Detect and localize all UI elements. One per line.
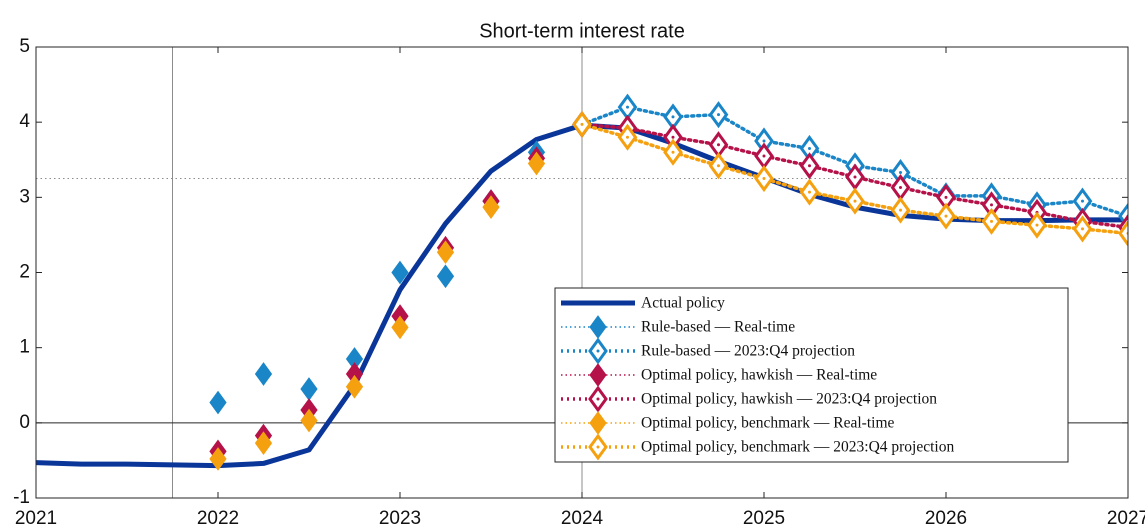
diamond-shape	[209, 390, 227, 415]
legend-label: Rule-based — Real-time	[641, 319, 795, 336]
diamond-center	[1081, 199, 1084, 203]
legend: Actual policy Rule-based — Real-time Rule-…	[554, 287, 1069, 463]
y-tick-label: 2	[19, 262, 30, 283]
diamond-center	[762, 154, 766, 158]
data-point	[254, 431, 273, 455]
diamond-center	[808, 190, 811, 194]
data-point	[345, 374, 364, 399]
data-point	[799, 178, 820, 206]
data-point	[799, 152, 820, 180]
y-tick-label: 0	[19, 412, 30, 433]
y-tick-label: 5	[19, 36, 30, 57]
diamond-center	[626, 105, 629, 109]
x-tick-label: 2023	[379, 508, 421, 529]
diamond-shape	[436, 264, 455, 289]
diamond-center	[671, 150, 675, 154]
diamond-center	[626, 135, 629, 139]
y-tick-label: 4	[19, 111, 30, 132]
diamond-shape	[436, 240, 455, 265]
diamond-shape	[1118, 219, 1128, 247]
data-point	[890, 196, 911, 224]
data-point	[391, 315, 409, 340]
diamond-center	[990, 203, 993, 207]
legend-marker	[588, 433, 608, 461]
diamond-center	[944, 195, 948, 199]
legend-marker	[588, 337, 608, 365]
x-tick-label: 2025	[743, 508, 785, 529]
diamond-center	[853, 199, 857, 203]
x-tick-label: 2021	[15, 508, 57, 529]
data-point	[254, 362, 273, 386]
diamond-center	[671, 135, 675, 139]
diamond-shape	[254, 431, 273, 455]
diamond-shape	[254, 362, 273, 386]
diamond-center	[596, 397, 600, 401]
data-point	[754, 164, 774, 193]
diamond-center	[808, 164, 811, 168]
data-point	[391, 260, 409, 285]
diamond-center	[717, 164, 720, 168]
y-tick-label: -1	[13, 487, 30, 508]
legend-label: Rule-based — 2023:Q4 projection	[641, 343, 855, 360]
diamond-center	[717, 143, 720, 147]
data-point	[527, 151, 546, 176]
data-point	[209, 447, 227, 471]
diamond-shape	[300, 408, 318, 433]
diamond-center	[762, 139, 766, 143]
data-point	[663, 138, 683, 166]
diamond-shape	[345, 374, 364, 399]
data-point	[617, 123, 638, 151]
data-point	[482, 195, 500, 219]
data-point	[572, 110, 592, 138]
y-tick-label: 1	[19, 337, 30, 358]
diamond-center	[899, 208, 902, 212]
data-point	[436, 264, 455, 289]
diamond-center	[853, 175, 857, 179]
diamond-center	[808, 146, 811, 150]
data-point	[436, 240, 455, 265]
diamond-center	[596, 445, 600, 449]
data-point	[1027, 211, 1047, 239]
y-tick-label: 3	[19, 186, 30, 207]
chart-title: Short-term interest rate	[479, 20, 685, 42]
diamond-center	[1035, 223, 1039, 227]
data-point	[936, 202, 956, 230]
x-tick-label: 2024	[561, 508, 604, 529]
legend-marker	[588, 385, 608, 413]
data-point	[708, 152, 729, 180]
plot-area	[36, 47, 1128, 498]
legend-label: Actual policy	[641, 295, 725, 312]
legend-label: Optimal policy, benchmark — Real-time	[641, 415, 895, 432]
data-point	[845, 187, 865, 215]
diamond-shape	[209, 447, 227, 471]
diamond-center	[990, 219, 993, 223]
legend-label: Optimal policy, hawkish — Real-time	[641, 367, 877, 384]
diamond-shape	[391, 260, 409, 285]
x-tick-label: 2027	[1107, 508, 1145, 529]
data-point	[300, 408, 318, 433]
diamond-center	[717, 113, 720, 117]
diamond-shape	[482, 195, 500, 219]
diamond-center	[1081, 227, 1084, 231]
x-tick-label: 2026	[925, 508, 967, 529]
data-point	[708, 101, 729, 129]
diamond-center	[899, 171, 902, 175]
diamond-center	[671, 115, 675, 119]
diamond-shape	[527, 151, 546, 176]
diamond-center	[762, 177, 766, 181]
diamond-center	[580, 122, 584, 126]
diamond-center	[944, 214, 948, 218]
x-tick-label: 2022	[197, 508, 239, 529]
data-point	[209, 390, 227, 415]
legend-box	[554, 287, 1069, 463]
diamond-center	[596, 349, 600, 353]
data-point	[981, 207, 1002, 235]
legend-label: Optimal policy, hawkish — 2023:Q4 projec…	[641, 391, 937, 408]
data-point	[1072, 215, 1093, 243]
legend-label: Optimal policy, benchmark — 2023:Q4 proj…	[641, 439, 954, 456]
diamond-center	[899, 186, 902, 190]
diamond-shape	[391, 315, 409, 340]
